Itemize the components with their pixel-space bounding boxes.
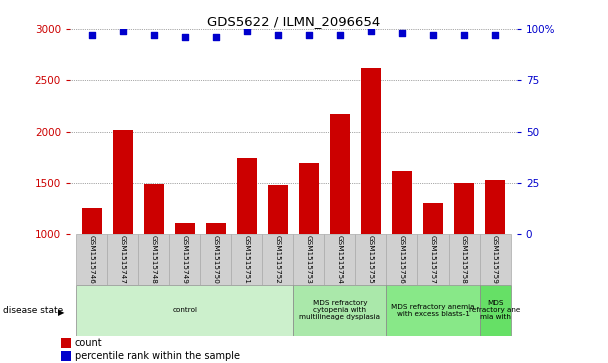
Bar xyxy=(107,234,138,285)
Point xyxy=(428,32,438,38)
Text: ▶: ▶ xyxy=(58,309,64,317)
Bar xyxy=(387,234,418,285)
Bar xyxy=(81,208,102,234)
Bar xyxy=(76,234,107,285)
Text: GSM1515751: GSM1515751 xyxy=(244,235,250,284)
Text: GSM1515752: GSM1515752 xyxy=(275,235,281,284)
Bar xyxy=(299,163,319,234)
Point xyxy=(87,32,97,38)
Point xyxy=(149,32,159,38)
Bar xyxy=(143,184,164,234)
Text: control: control xyxy=(172,307,197,313)
Text: count: count xyxy=(75,338,102,348)
Text: GSM1515750: GSM1515750 xyxy=(213,235,219,284)
Title: GDS5622 / ILMN_2096654: GDS5622 / ILMN_2096654 xyxy=(207,15,380,28)
Bar xyxy=(61,351,71,361)
Bar xyxy=(293,285,387,336)
Bar xyxy=(392,171,412,234)
Point xyxy=(118,28,128,34)
Text: MDS refractory
cytopenia with
multilineage dysplasia: MDS refractory cytopenia with multilinea… xyxy=(299,300,381,321)
Text: GSM1515758: GSM1515758 xyxy=(461,235,467,284)
Bar xyxy=(423,203,443,234)
Bar xyxy=(268,185,288,234)
Bar xyxy=(356,234,387,285)
Text: GSM1515757: GSM1515757 xyxy=(430,235,436,284)
Bar xyxy=(454,183,474,234)
Point xyxy=(366,28,376,34)
Text: GSM1515749: GSM1515749 xyxy=(182,235,188,284)
Bar xyxy=(138,234,169,285)
Bar xyxy=(485,180,505,234)
Point xyxy=(335,32,345,38)
Point xyxy=(242,28,252,34)
Bar xyxy=(231,234,262,285)
Bar xyxy=(330,114,350,234)
Text: disease state: disease state xyxy=(3,306,63,315)
Bar xyxy=(76,285,293,336)
Text: MDS
refractory ane
mia with: MDS refractory ane mia with xyxy=(469,300,521,321)
Text: GSM1515759: GSM1515759 xyxy=(492,235,498,284)
Bar xyxy=(200,234,231,285)
Bar xyxy=(206,223,226,234)
Bar xyxy=(325,234,356,285)
Bar xyxy=(174,223,195,234)
Bar xyxy=(449,234,480,285)
Bar xyxy=(237,158,257,234)
Bar xyxy=(169,234,200,285)
Bar xyxy=(480,285,511,336)
Bar xyxy=(293,234,325,285)
Point xyxy=(490,32,500,38)
Text: GSM1515746: GSM1515746 xyxy=(89,235,95,284)
Text: GSM1515753: GSM1515753 xyxy=(306,235,312,284)
Point xyxy=(304,32,314,38)
Text: GSM1515748: GSM1515748 xyxy=(151,235,157,284)
Bar xyxy=(387,285,480,336)
Bar xyxy=(262,234,293,285)
Point xyxy=(211,34,221,40)
Point xyxy=(459,32,469,38)
Point xyxy=(397,30,407,36)
Text: GSM1515755: GSM1515755 xyxy=(368,235,374,284)
Bar xyxy=(61,338,71,348)
Text: GSM1515756: GSM1515756 xyxy=(399,235,405,284)
Text: percentile rank within the sample: percentile rank within the sample xyxy=(75,351,240,361)
Point xyxy=(180,34,190,40)
Bar xyxy=(112,130,133,234)
Bar xyxy=(418,234,449,285)
Text: GSM1515747: GSM1515747 xyxy=(120,235,126,284)
Point xyxy=(273,32,283,38)
Text: MDS refractory anemia
with excess blasts-1: MDS refractory anemia with excess blasts… xyxy=(392,304,475,317)
Bar xyxy=(480,234,511,285)
Bar xyxy=(361,68,381,234)
Text: GSM1515754: GSM1515754 xyxy=(337,235,343,284)
